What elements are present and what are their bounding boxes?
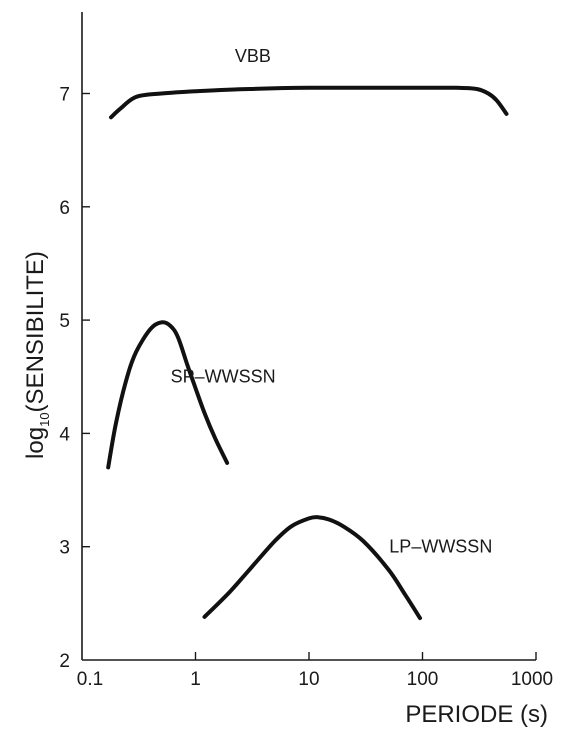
- y-axis-title-suffix: (SENSIBILITE): [22, 251, 49, 412]
- x-tick-label: 100: [407, 669, 439, 690]
- labels: VBB SP–WWSSN LP–WWSSN: [171, 46, 493, 557]
- ticks: 0.1 1 10 100 1000 2 3 4 5 6 7: [59, 85, 553, 691]
- series-layer: [106, 85, 509, 621]
- y-tick-label: 6: [59, 198, 70, 219]
- x-tick-label: 10: [298, 669, 319, 690]
- y-axis-title-prefix: log: [22, 427, 49, 459]
- x-tick-label: 1000: [511, 669, 553, 690]
- y-axis-title-subscript: 10: [37, 412, 52, 426]
- series-label-vbb: VBB: [235, 46, 271, 66]
- y-tick-label: 5: [59, 311, 70, 332]
- series-label-sp-wwssn: SP–WWSSN: [171, 366, 276, 386]
- x-axis-title: PERIODE (s): [405, 701, 548, 728]
- axes: [81, 12, 536, 661]
- series-line-vbb: [109, 85, 509, 120]
- series-line-sp-wwssn: [106, 320, 230, 470]
- x-tick-label: 1: [190, 669, 201, 690]
- series-label-lp-wwssn: LP–WWSSN: [389, 536, 492, 556]
- y-axis-title: log10(SENSIBILITE): [22, 251, 52, 459]
- y-tick-label: 2: [59, 651, 70, 672]
- y-tick-label: 4: [59, 424, 70, 445]
- series-line-lp-wwssn: [202, 515, 422, 621]
- y-tick-label: 3: [59, 538, 70, 559]
- x-tick-label: 0.1: [77, 669, 103, 690]
- y-tick-label: 7: [59, 85, 70, 106]
